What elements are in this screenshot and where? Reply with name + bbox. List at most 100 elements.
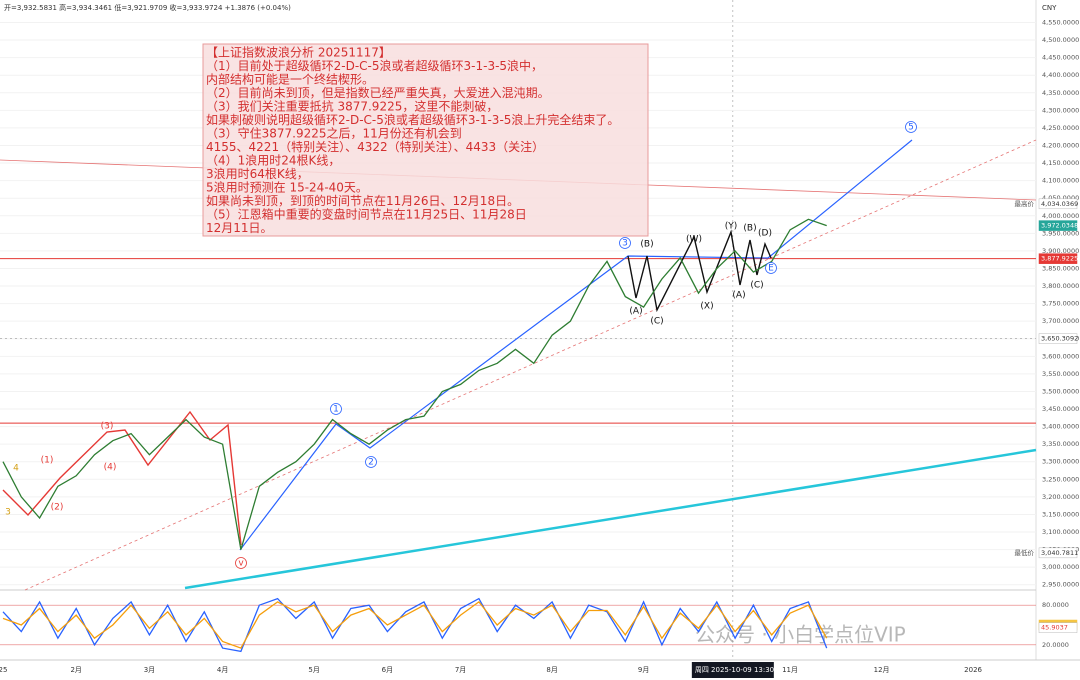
x-tick-label: 12月: [874, 666, 890, 674]
y-tick-label: 3,200.0000: [1042, 493, 1079, 501]
y-tick-label: 4,150.0000: [1042, 159, 1079, 167]
wave-label: (4): [104, 463, 117, 473]
price-tag: [1038, 333, 1078, 344]
note-line: 内部结构可能是一个终结楔形。: [206, 72, 374, 87]
price-tag: [1038, 198, 1078, 210]
note-line: 12月11日。: [206, 221, 273, 235]
y-tick-label: 3,000.0000: [1042, 563, 1079, 571]
x-tick-label: 8月: [546, 666, 557, 674]
wave-label: (3): [101, 422, 114, 432]
y-tick-label: 3,850.0000: [1042, 264, 1079, 272]
note-line: （4）1浪用时24根K线，: [206, 153, 340, 168]
wave-label: E: [768, 264, 774, 274]
y-tick-label: 3,800.0000: [1042, 282, 1079, 290]
note-line: （1）目前处于超级循环2-D-C-5浪或者超级循环3-1-3-5浪中，: [206, 58, 543, 73]
x-tick-label: 2月: [70, 666, 81, 674]
y-tick-label: 80.0000: [1042, 601, 1069, 609]
wave-label: (C): [750, 281, 763, 291]
y-tick-label: 3,900.0000: [1042, 247, 1079, 255]
y-tick-label: 4,450.0000: [1042, 54, 1079, 62]
y-tick-label: 4,400.0000: [1042, 71, 1079, 79]
y-tick-label: 3,500.0000: [1042, 387, 1079, 395]
wave-line: [2, 410, 242, 546]
wave-label: 4: [13, 464, 19, 474]
y-tick-label: 3,550.0000: [1042, 370, 1079, 378]
price-tag-label: 3,877.9225: [1041, 255, 1078, 263]
wave-label: (W): [686, 235, 702, 245]
wave-label: (A): [732, 291, 745, 301]
y-tick-label: 3,950.0000: [1042, 229, 1079, 237]
note-line: 【上证指数波浪分析 20251117】: [206, 45, 391, 60]
price-tag-label: 4,034.0369: [1041, 200, 1078, 208]
price-tag-name: 最低价: [1015, 548, 1035, 557]
y-tick-label: 3,250.0000: [1042, 475, 1079, 483]
x-tick-label: 5月: [308, 666, 319, 674]
price-tag: [1038, 622, 1078, 633]
ohlc-header: 开=3,932.5831 高=3,934.3461 低=3,921.9709 收…: [4, 3, 291, 12]
note-line: 如果刺破则说明超级循环2-D-C-5浪或者超级循环3-1-3-5浪上升完全结束了…: [206, 112, 619, 127]
wave-label: (B): [743, 224, 756, 234]
y-tick-label: 3,400.0000: [1042, 423, 1079, 431]
y-tick-label: 3,300.0000: [1042, 458, 1079, 466]
note-line: （3）守住3877.9225之后，11月份还有机会到: [206, 127, 462, 141]
x-tick-label: 4月: [217, 666, 228, 674]
y-tick-label: 3,700.0000: [1042, 317, 1079, 325]
wave-circle: [905, 121, 917, 133]
y-tick-label: 4,350.0000: [1042, 89, 1079, 97]
x-tick-label: 7月: [455, 666, 466, 674]
note-line: （3）我们关注重要抵抗 3877.9225，这里不能刺破，: [206, 99, 498, 114]
trend-line: [184, 448, 1037, 590]
wave-label: (B): [640, 240, 653, 250]
y-tick-label: 4,050.0000: [1042, 194, 1079, 202]
wave-circle: [330, 403, 342, 415]
wave-label: 3: [5, 508, 11, 518]
wave-label: 3: [622, 239, 628, 249]
watermark: 公众号 · 小白学点位VIP: [695, 623, 906, 647]
x-tick-label: 3月: [144, 666, 155, 674]
y-tick-label: 4,300.0000: [1042, 106, 1079, 114]
y-tick-label: 3,750.0000: [1042, 300, 1079, 308]
note-line: （5）江恩箱中重要的变盘时间节点在11月25日、11月28日: [206, 207, 527, 222]
x-tick-label: 25: [0, 666, 7, 674]
price-tag-label: 3,972.0348: [1041, 222, 1078, 230]
y-tick-label: 4,550.0000: [1042, 18, 1079, 26]
wave-label: (Y): [725, 222, 738, 232]
price-tag-name: 最高价: [1015, 199, 1035, 208]
wave-label: (2): [51, 503, 64, 513]
y-tick-label: 3,150.0000: [1042, 510, 1079, 518]
price-tag: [1038, 220, 1078, 231]
x-tick-label: 9月: [638, 666, 649, 674]
wave-label: 1: [333, 405, 339, 415]
note-line: 如果尚未到顶，到顶的时间节点在11月26日、12月18日。: [206, 193, 519, 208]
note-line: （2）目前尚未到顶，但是指数已经严重失真，大爱进入混沌期。: [206, 85, 550, 100]
wave-label: (A): [629, 307, 642, 317]
price-tag: [1038, 253, 1078, 264]
y-tick-label: 4,200.0000: [1042, 141, 1079, 149]
crosshair-label: 周四 2025-10-09 13:30: [695, 666, 774, 674]
note-line: 3浪用时64根K线，: [206, 166, 309, 181]
y-tick-label: 20.0000: [1042, 641, 1069, 649]
currency: CNY: [1042, 4, 1057, 12]
note-line: 5浪用时预测在 15-24-40天。: [206, 180, 368, 195]
trend-line: [24, 139, 1037, 591]
y-tick-label: 4,000.0000: [1042, 212, 1079, 220]
x-tick-label: 11月: [782, 666, 798, 674]
wave-label: 5: [908, 123, 914, 133]
wave-circle: [235, 557, 247, 569]
note-box: [202, 43, 649, 237]
y-tick-label: 3,350.0000: [1042, 440, 1079, 448]
price-line: [2, 218, 827, 550]
wave-circle: [765, 262, 777, 274]
y-tick-label: 3,100.0000: [1042, 528, 1079, 536]
wave-label: v: [238, 559, 244, 569]
wave-label: 2: [368, 458, 374, 468]
y-tick-label: 4,250.0000: [1042, 124, 1079, 132]
price-tag-label: 3,040.7811: [1041, 549, 1078, 557]
price-line: [2, 601, 828, 649]
y-tick-label: 3,450.0000: [1042, 405, 1079, 413]
y-tick-label: 4,100.0000: [1042, 177, 1079, 185]
wave-circle: [365, 456, 377, 468]
wave-circle: [619, 237, 631, 249]
crosshair-label-bg: [691, 662, 774, 678]
